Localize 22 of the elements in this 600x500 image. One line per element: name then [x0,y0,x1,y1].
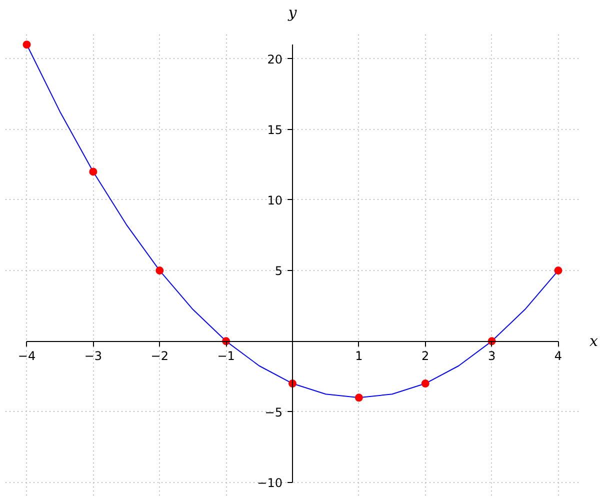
x-tick-label: 4 [554,349,562,364]
x-tick-label: 2 [422,349,430,364]
point [554,266,562,275]
x-tick-label: 1 [355,349,363,364]
x-tick-label: −3 [84,349,102,364]
y-tick-label: 5 [274,264,283,278]
y-tick-label: 15 [267,122,283,137]
x-tick-label: −4 [18,349,36,364]
y-tick-label: 20 [267,52,283,66]
point [156,266,164,275]
y-axis-title: y [287,4,298,22]
x-tick-label: −2 [150,349,168,364]
point [22,40,31,49]
point [354,394,363,402]
x-axis-title: x [590,332,598,350]
x-tick-label: 3 [488,349,496,364]
y-tick-label: −5 [264,405,283,420]
x-tick-label: −1 [217,349,235,364]
y-tick-label: 10 [267,193,283,208]
y-tick-label: −10 [257,476,283,490]
point [89,168,98,176]
point [421,380,430,388]
